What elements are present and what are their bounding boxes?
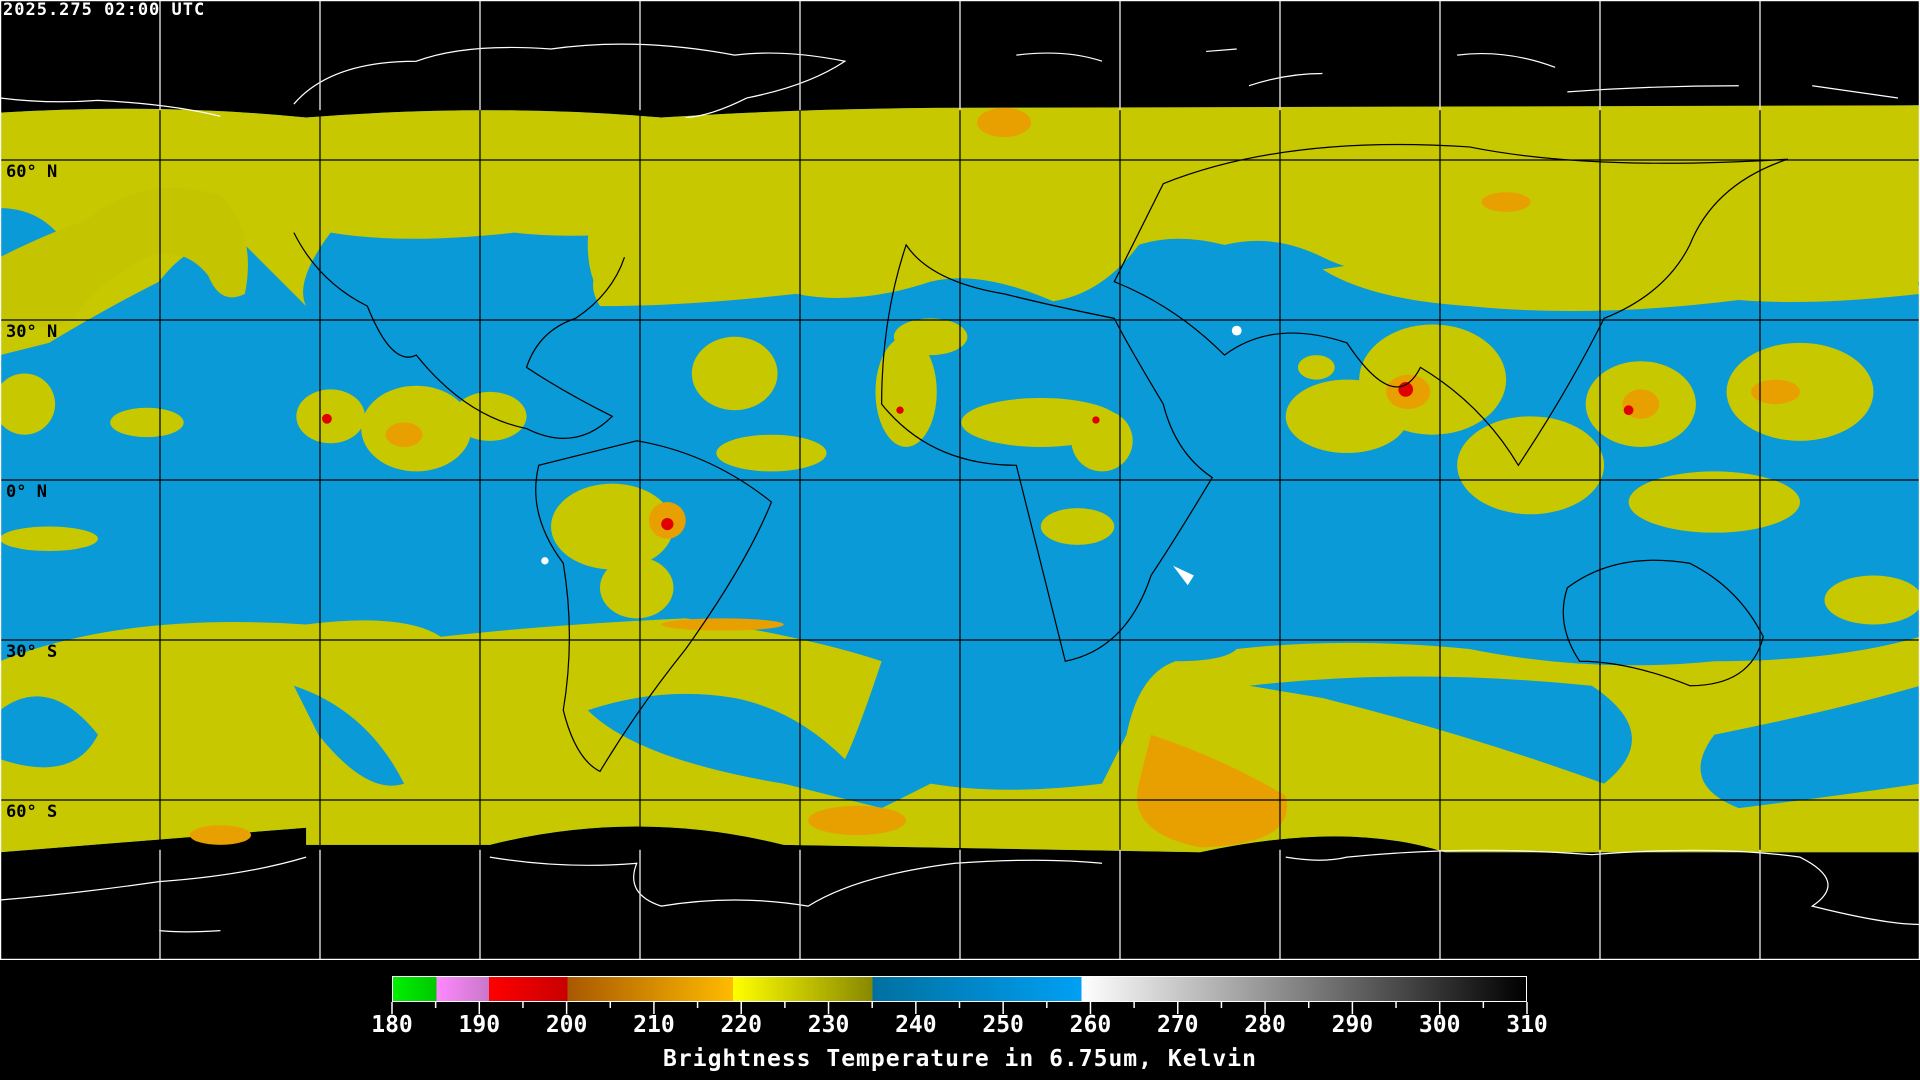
lat-label-30n: 30° N xyxy=(6,322,58,342)
lat-lon-grid xyxy=(159,0,1761,960)
colorbar xyxy=(392,976,1527,1002)
colorbar-tick-label: 290 xyxy=(1331,1012,1374,1038)
timestamp: 2025.275 02:00 UTC xyxy=(3,0,206,20)
lat-label-30s: 30° S xyxy=(6,642,58,662)
colorbar-tick-label: 250 xyxy=(982,1012,1024,1038)
map-frame xyxy=(0,0,1920,960)
coastlines xyxy=(293,143,1788,773)
lat-label-0n: 0° N xyxy=(6,482,47,502)
colorbar-tick-label: 270 xyxy=(1156,1012,1199,1038)
colorbar-tick-label: 280 xyxy=(1244,1012,1286,1038)
colorbar-tick-label: 210 xyxy=(633,1012,675,1038)
colorbar-title: Brightness Temperature in 6.75um, Kelvin xyxy=(663,1046,1257,1072)
colorbar-tick-label: 220 xyxy=(720,1012,762,1038)
lat-label-60n: 60° N xyxy=(6,162,58,182)
colorbar-tick-label: 240 xyxy=(895,1012,937,1038)
colorbar-tick-label: 300 xyxy=(1418,1012,1461,1038)
colorbar-tick-label: 310 xyxy=(1506,1012,1548,1038)
coastlines-polar xyxy=(0,43,1920,933)
colorbar-tick-label: 190 xyxy=(458,1012,501,1038)
lat-label-60s: 60° S xyxy=(6,802,58,822)
water-vapor-map xyxy=(0,0,1920,960)
colorbar-tick-label: 230 xyxy=(807,1012,850,1038)
colorbar-tick-label: 180 xyxy=(371,1012,413,1038)
colorbar-tick-label: 260 xyxy=(1069,1012,1112,1038)
colorbar-tick-label: 200 xyxy=(545,1012,588,1038)
